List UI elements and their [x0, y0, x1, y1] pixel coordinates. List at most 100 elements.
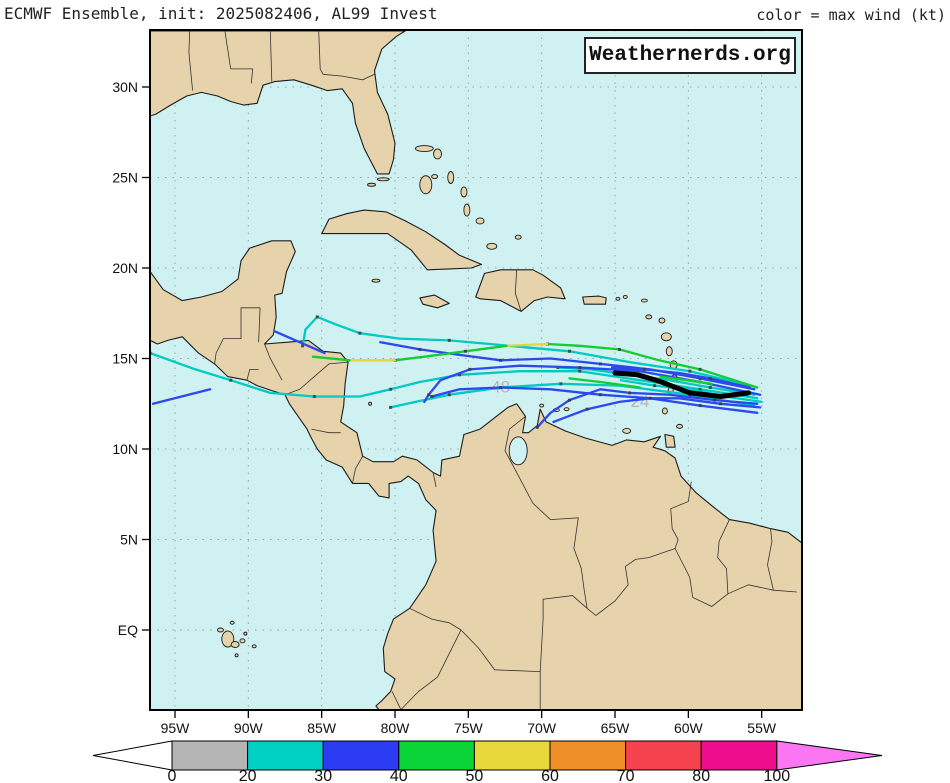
track-hour-marker: [713, 398, 717, 402]
political-border: [539, 595, 588, 672]
island: [640, 298, 648, 303]
colorbar-segment: [322, 740, 400, 771]
island: [431, 174, 439, 180]
lat-tick-label: 25N: [112, 170, 138, 186]
colorbar-tick-label: 0: [168, 768, 177, 783]
track-hour-marker: [315, 315, 319, 319]
track-hour-marker: [312, 395, 316, 399]
track-member-green-1e: [311, 355, 351, 362]
track-member-blue-7: [610, 366, 752, 389]
track-hour-marker: [430, 395, 434, 399]
colorbar-tick-label: 30: [314, 768, 332, 783]
island: [622, 427, 632, 434]
track-hour-marker: [301, 344, 305, 348]
political-border: [514, 269, 522, 312]
watermark-text: Weathernerds.org: [589, 44, 791, 67]
track-hour-marker: [468, 367, 472, 371]
track-hour-marker: [617, 347, 621, 351]
political-border: [432, 472, 437, 488]
island: [514, 234, 522, 240]
landmass-coastline: [150, 30, 406, 175]
lon-tick-label: 55W: [747, 720, 777, 736]
colorbar-right-arrow: [776, 740, 883, 771]
colorbar-left-arrow: [92, 740, 173, 771]
island: [230, 641, 240, 648]
colorbar-segment: [247, 740, 324, 771]
landmass-coastline: [582, 295, 607, 305]
track-ensemble-mean: [612, 370, 751, 399]
track-member-green-3: [568, 377, 642, 389]
lon-tick-label: 70W: [527, 720, 557, 736]
political-border: [767, 528, 774, 591]
colorbar-segment: [473, 740, 551, 771]
track-hour-marker: [585, 407, 589, 411]
island: [419, 175, 433, 195]
track-hour-marker: [358, 331, 362, 335]
lat-tick-label: 5N: [120, 532, 138, 548]
track-hour-marker: [628, 391, 632, 395]
lon-tick-label: 75W: [454, 720, 484, 736]
island: [615, 296, 621, 301]
lon-tick-label: 60W: [674, 720, 704, 736]
political-border: [284, 361, 349, 396]
island: [414, 145, 434, 152]
island: [367, 182, 376, 187]
island: [676, 423, 683, 429]
political-border: [269, 30, 273, 82]
track-hour-marker: [447, 338, 451, 342]
island: [368, 401, 373, 406]
track-member-teal-3: [301, 315, 752, 387]
track-hour-marker: [458, 373, 462, 377]
lon-tick-label: 85W: [307, 720, 337, 736]
political-border: [586, 548, 676, 617]
colorbar-tick-label: 20: [239, 768, 257, 783]
track-hour-marker: [389, 405, 393, 409]
track-hour-marker: [559, 382, 563, 386]
political-border: [352, 456, 364, 484]
island: [660, 332, 672, 342]
colorbar-tick-label: 50: [466, 768, 484, 783]
colorbar-tick-label: 40: [390, 768, 408, 783]
track-hour-marker: [698, 367, 702, 371]
watermark-box: Weathernerds.org: [584, 37, 796, 74]
island: [661, 407, 668, 415]
island: [251, 644, 257, 649]
island: [645, 314, 653, 320]
lat-tick-label: EQ: [118, 622, 138, 638]
track-member-green-1a: [546, 342, 759, 389]
political-border: [318, 30, 324, 75]
landmass-coastline: [419, 294, 450, 309]
lat-tick-label: 15N: [112, 351, 138, 367]
track-member-green-1b: [505, 342, 549, 347]
track-member-teal-2: [389, 382, 756, 409]
lake: [508, 436, 528, 466]
track-member-blue-4b: [273, 330, 326, 355]
track-hour-marker: [698, 376, 702, 380]
lon-tick-label: 80W: [381, 720, 411, 736]
political-border: [460, 629, 541, 672]
island: [217, 627, 224, 633]
political-border: [323, 73, 375, 81]
track-hour-marker: [568, 398, 572, 402]
island: [563, 407, 570, 412]
island: [239, 638, 246, 644]
island: [658, 317, 666, 324]
colorbar-segment: [171, 740, 249, 771]
island: [539, 403, 545, 408]
political-border: [214, 307, 261, 364]
track-hour-marker: [418, 347, 422, 351]
track-member-teal-5: [619, 379, 763, 404]
track-hour-marker: [229, 378, 233, 382]
colorbar-segment: [549, 740, 627, 771]
political-border: [670, 481, 692, 549]
track-hour-marker: [598, 393, 602, 397]
colorbar-tick-label: 100: [763, 768, 790, 783]
track-hour-marker: [642, 367, 646, 371]
track-hour-marker: [389, 387, 393, 391]
track-hour-marker: [598, 362, 602, 366]
track-hour-marker: [578, 369, 582, 373]
island: [243, 631, 248, 636]
